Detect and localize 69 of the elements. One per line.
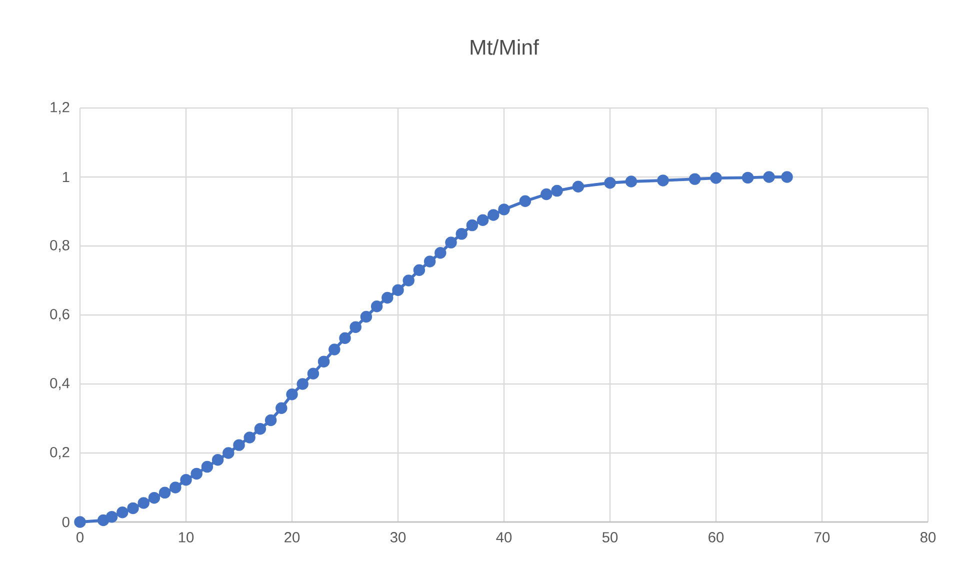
x-tick-label: 30 [390, 532, 406, 542]
point [276, 402, 288, 414]
point [360, 310, 372, 323]
point [350, 321, 362, 333]
point [296, 378, 308, 390]
y-tick-label: 0,2 [50, 446, 70, 460]
point [339, 332, 351, 344]
point [488, 209, 500, 221]
point [106, 510, 118, 523]
point [233, 439, 245, 451]
point [742, 172, 754, 184]
x-tick-label: 60 [708, 532, 724, 542]
point [519, 195, 532, 208]
point [763, 171, 775, 183]
point [328, 344, 340, 356]
point [466, 219, 478, 232]
point [402, 274, 414, 286]
point [476, 214, 489, 226]
point [445, 236, 457, 248]
x-tick-label: 20 [284, 532, 300, 542]
point [264, 414, 277, 426]
point [657, 174, 669, 186]
point [688, 173, 701, 185]
point [382, 292, 394, 304]
point [180, 474, 192, 486]
point [74, 516, 86, 528]
x-tick-label: 40 [496, 532, 512, 542]
point [572, 180, 584, 193]
point [222, 447, 234, 459]
y-tick-label: 0,8 [50, 240, 70, 252]
point [97, 514, 110, 526]
point [551, 184, 563, 197]
y-tick-label: 0,4 [50, 378, 70, 390]
y-tick-label: 0 [62, 516, 70, 528]
chart-title: Mt/Minf [470, 39, 539, 55]
point [392, 284, 404, 296]
point [625, 176, 638, 188]
point [370, 300, 383, 312]
point [540, 188, 552, 200]
point [190, 468, 202, 480]
x-tick-label: 0 [76, 532, 84, 542]
point [434, 247, 446, 259]
point [498, 204, 510, 216]
point [170, 482, 182, 494]
point [201, 460, 214, 473]
x-tick-label: 80 [920, 532, 936, 542]
point [781, 171, 793, 183]
point [307, 368, 320, 380]
y-tick-label: 0,6 [50, 308, 70, 322]
point [710, 172, 722, 184]
point [604, 176, 616, 189]
point [318, 356, 330, 368]
point [456, 228, 468, 240]
point [116, 506, 128, 518]
x-tick-label: 70 [814, 532, 830, 542]
point [424, 256, 436, 268]
x-tick-label: 10 [178, 532, 194, 542]
point [413, 264, 426, 276]
y-tick-label: 1 [62, 172, 70, 182]
point [286, 388, 298, 400]
point [254, 422, 266, 435]
y-tick-label: 1,2 [50, 102, 70, 114]
point [212, 454, 224, 466]
x-tick-label: 50 [602, 532, 618, 542]
point [148, 492, 160, 504]
point [244, 432, 256, 444]
point [158, 486, 171, 499]
point [138, 497, 150, 509]
point [127, 502, 139, 514]
